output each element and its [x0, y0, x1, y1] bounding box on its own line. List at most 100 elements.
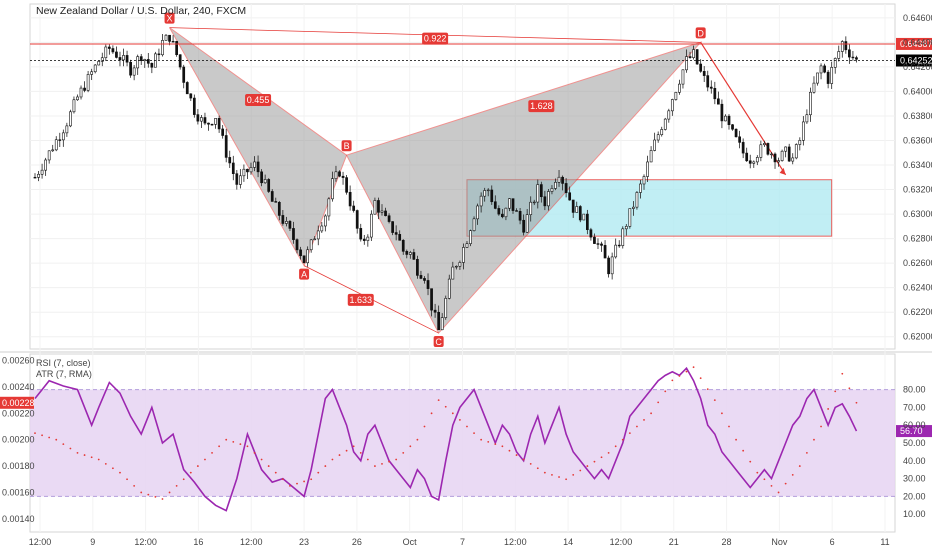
atr-dot — [579, 469, 582, 472]
atr-dot — [225, 438, 228, 441]
atr-dot — [798, 465, 801, 467]
candle-body — [277, 202, 281, 216]
candle-body — [405, 251, 409, 255]
candle-body — [139, 56, 143, 61]
candle-body — [97, 61, 101, 66]
atr-dot — [168, 491, 171, 494]
atr-dot — [338, 454, 341, 456]
candle-body — [246, 168, 249, 173]
candle-body — [292, 228, 295, 240]
candle-body — [320, 225, 324, 232]
candle-body — [249, 167, 253, 173]
candle-body — [483, 190, 487, 197]
atr-dot — [246, 445, 249, 448]
pattern-point-label: B — [344, 141, 350, 151]
atr-tick-label: 0.00260 — [2, 356, 35, 366]
candle-body — [430, 288, 433, 311]
candle-body — [564, 183, 568, 194]
candle-body — [61, 132, 65, 141]
ratio-label: 0.922 — [424, 34, 447, 44]
atr-dot — [706, 388, 709, 391]
candle-body — [773, 153, 777, 163]
candle-body — [146, 59, 150, 64]
y-tick-label: 0.62000 — [903, 332, 932, 342]
atr-dot — [784, 482, 787, 485]
candle-body — [561, 176, 564, 184]
candle-body — [323, 215, 327, 227]
ratio-label: 1.628 — [530, 101, 553, 111]
atr-dot — [636, 425, 638, 428]
atr-dot — [692, 366, 695, 369]
candle-body — [791, 157, 795, 162]
atr-dot — [607, 451, 610, 454]
candle-body — [313, 238, 317, 241]
atr-dot — [742, 449, 745, 452]
candle-body — [777, 160, 780, 163]
rsi-tick-label: 10.00 — [903, 509, 926, 519]
candle-body — [33, 176, 37, 179]
candle-body — [331, 178, 334, 200]
atr-dot — [501, 445, 504, 448]
atr-dot — [189, 471, 192, 474]
candle-body — [338, 171, 341, 177]
ratio-label: 1.633 — [349, 295, 372, 305]
candle-body — [157, 53, 161, 56]
candle-body — [593, 236, 596, 244]
x-tick-label: 26 — [352, 537, 362, 547]
candle-body — [741, 142, 745, 154]
price-label-box — [896, 54, 932, 67]
atr-dot — [678, 375, 681, 377]
candle-body — [607, 257, 610, 275]
candle-body — [639, 183, 642, 193]
atr-dot — [423, 425, 426, 428]
candle-body — [129, 61, 132, 76]
candle-body — [69, 111, 72, 127]
candle-body — [136, 56, 140, 69]
candle-body — [801, 121, 805, 141]
rsi-series: 56.70 — [34, 366, 932, 512]
candle-body — [568, 192, 572, 201]
candle-body — [444, 298, 448, 318]
candle-body — [401, 239, 405, 252]
atr-dot — [104, 462, 107, 465]
candle-body — [100, 57, 104, 62]
candle-body — [851, 56, 855, 59]
candle-body — [122, 55, 125, 61]
candle-body — [115, 51, 118, 58]
candle-body — [515, 210, 518, 212]
candle-body — [423, 278, 426, 281]
atr-dot — [558, 476, 560, 478]
candle-body — [274, 201, 278, 203]
candle-body — [362, 238, 366, 241]
candle-body — [161, 40, 164, 56]
atr-dot — [430, 412, 433, 415]
atr-dot — [628, 432, 631, 435]
candle-body — [770, 153, 773, 156]
atr-dot — [756, 471, 759, 474]
candle-body — [228, 157, 232, 164]
atr-dot — [48, 436, 51, 439]
candle-body — [224, 135, 228, 158]
candle-body — [476, 205, 479, 220]
candle-body — [107, 46, 111, 49]
candle-body — [589, 229, 593, 238]
atr-dot — [267, 465, 270, 467]
atr-dot — [664, 390, 667, 393]
candle-body — [745, 152, 749, 162]
atr-tick-label: 0.00180 — [2, 461, 35, 471]
atr-dot — [218, 445, 221, 448]
candle-body — [341, 175, 345, 178]
atr-dot — [140, 491, 143, 494]
atr-dot — [388, 460, 390, 463]
candle-body — [717, 98, 720, 105]
candle-body — [465, 243, 469, 248]
ratio-box — [347, 293, 374, 306]
atr-dot — [55, 438, 58, 441]
atr-dot — [713, 399, 716, 402]
candle-body — [469, 230, 472, 244]
candle-body — [408, 252, 412, 255]
candle-body — [610, 256, 614, 275]
